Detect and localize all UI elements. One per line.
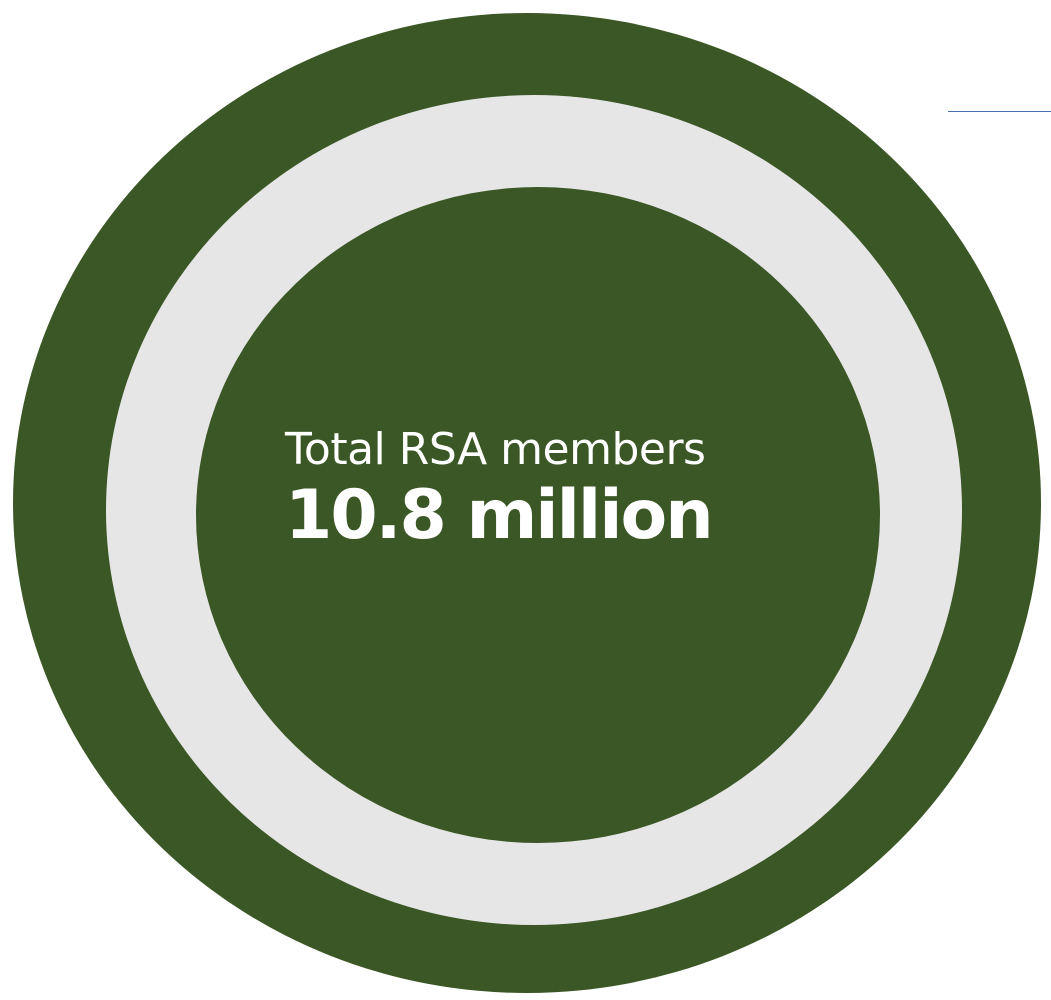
stat-value: 10.8 million — [285, 476, 714, 555]
stat-block: Total RSA members 10.8 million — [285, 424, 714, 555]
inner-circle — [196, 187, 880, 843]
decorative-line — [948, 111, 1051, 112]
stat-label: Total RSA members — [285, 424, 706, 475]
